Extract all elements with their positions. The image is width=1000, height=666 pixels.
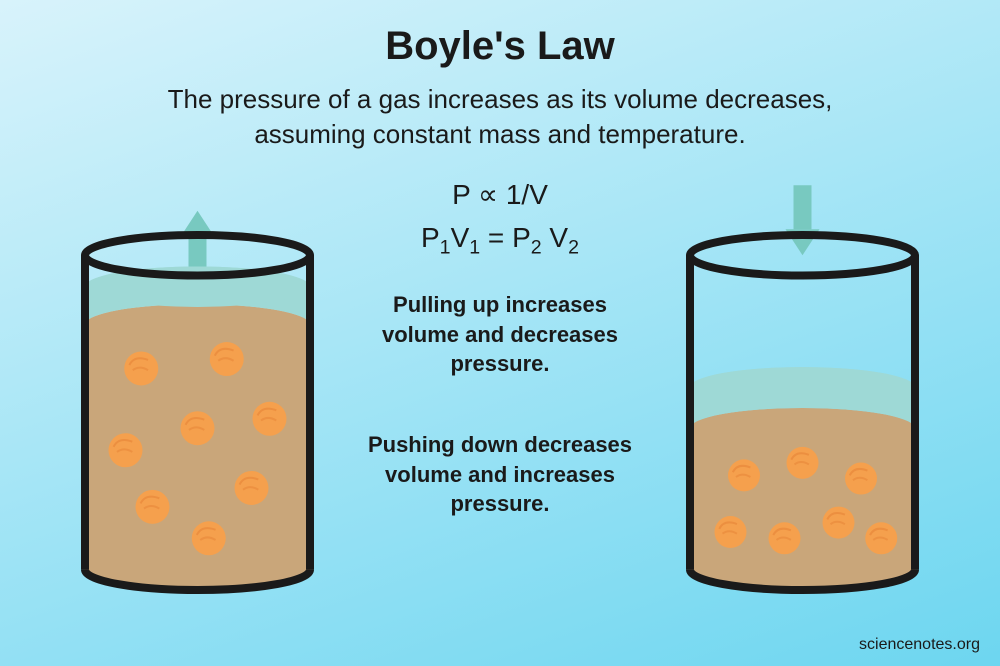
gas-particle <box>253 402 287 436</box>
gas-particle <box>715 516 747 548</box>
gas-particle <box>865 522 897 554</box>
caption-pull-up: Pulling up increases volume and decrease… <box>360 290 640 379</box>
gas-particle <box>192 521 226 555</box>
piston-top <box>690 367 915 408</box>
attribution: sciencenotes.org <box>859 636 980 654</box>
gas-particle <box>728 459 760 491</box>
subtitle: The pressure of a gas increases as its v… <box>0 82 1000 152</box>
gas-particle <box>136 490 170 524</box>
gas-particle <box>109 433 143 467</box>
gas-particle <box>823 507 855 539</box>
gas-particle <box>235 471 269 505</box>
gas-particle <box>181 411 215 445</box>
gas-particle <box>769 522 801 554</box>
cylinder-left <box>85 145 310 590</box>
gas-region <box>690 408 915 590</box>
page-title: Boyle's Law <box>0 24 1000 69</box>
caption-push-down: Pushing down decreases volume and increa… <box>360 430 640 519</box>
arrow-down-icon <box>786 185 820 255</box>
gas-particle <box>845 463 877 495</box>
gas-particle <box>210 342 244 376</box>
gas-particle <box>124 351 158 385</box>
cylinder-right <box>690 145 915 590</box>
gas-particle <box>787 447 819 479</box>
